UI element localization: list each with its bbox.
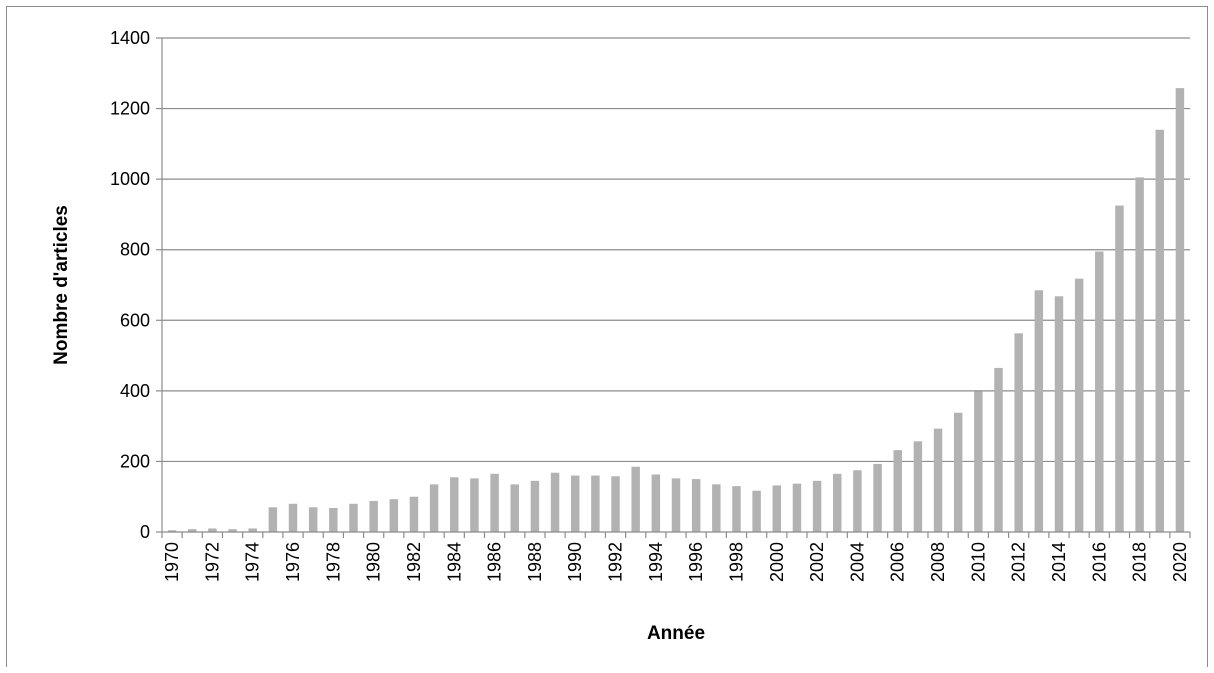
bar-1970 (167, 530, 177, 532)
y-tick-label: 200 (120, 451, 150, 471)
x-tick-label: 2006 (888, 542, 908, 582)
bar-2019 (1155, 129, 1164, 532)
bar-1986 (490, 473, 499, 532)
bar-1979 (349, 503, 358, 532)
bar-1985 (470, 478, 479, 532)
bar-1983 (429, 484, 439, 532)
y-tick-label: 600 (120, 310, 150, 330)
bar-1978 (329, 508, 338, 532)
bar-2000 (772, 485, 782, 532)
x-tick-label: 1980 (364, 542, 384, 582)
bar-2017 (1115, 205, 1124, 532)
bar-1988 (530, 480, 540, 532)
bar-1990 (570, 475, 580, 532)
x-tick-label: 2004 (847, 542, 867, 582)
x-axis-title: Année (647, 623, 705, 644)
x-tick-label: 1988 (525, 542, 545, 582)
bar-1975 (268, 507, 278, 532)
bar-1995 (671, 478, 681, 532)
bar-2018 (1135, 177, 1144, 532)
y-tick-label: 1400 (110, 28, 150, 48)
y-tick-labels: 0 200 400 600 800 1000 1200 1400 (110, 28, 150, 542)
x-tick-label: 1998 (726, 542, 746, 582)
x-tick-label: 1984 (444, 542, 464, 582)
x-tick-label: 1974 (243, 542, 263, 582)
bar-1993 (631, 466, 640, 532)
chart-frame: 0 200 400 600 800 1000 1200 1400 1970 1972 1974 19… (6, 6, 1208, 667)
bar-2005 (873, 463, 882, 532)
y-tick-label: 0 (140, 522, 150, 542)
x-tick-label: 1994 (646, 542, 666, 582)
bar-1984 (450, 477, 459, 532)
bar-1982 (409, 496, 419, 532)
bar-1994 (651, 474, 661, 532)
x-tick-label: 2014 (1049, 542, 1069, 582)
x-tick-label: 2008 (928, 542, 948, 582)
bar-1981 (389, 499, 399, 532)
x-tick-label: 1992 (606, 542, 626, 582)
bars (167, 88, 1185, 532)
bar-2020 (1175, 88, 1185, 532)
bar-1976 (288, 503, 298, 532)
bar-2010 (974, 391, 983, 532)
y-tick-label: 800 (120, 240, 150, 260)
bar-2001 (792, 483, 802, 532)
bar-1996 (691, 479, 701, 532)
bar-2009 (953, 412, 963, 532)
x-tick-labels: 1970 1972 1974 1976 1978 1980 1982 1984 1986 1988… (162, 542, 1190, 582)
bar-2006 (893, 450, 902, 532)
x-tick-label: 2020 (1170, 542, 1190, 582)
x-tick-label: 1976 (283, 542, 303, 582)
bar-1972 (208, 528, 217, 532)
bar-1987 (510, 484, 519, 532)
bar-1998 (732, 486, 741, 532)
bar-2011 (994, 367, 1003, 532)
x-tick-label: 2002 (807, 542, 827, 582)
bar-1973 (228, 529, 237, 532)
bar-1999 (752, 490, 761, 532)
bar-1977 (308, 507, 318, 532)
x-tick-label: 1972 (202, 542, 222, 582)
bar-1997 (712, 484, 721, 532)
x-tick-label: 1990 (565, 542, 585, 582)
bar-1989 (550, 472, 560, 532)
bar-2016 (1095, 251, 1104, 532)
bar-2004 (853, 470, 862, 532)
bar-1974 (248, 528, 257, 532)
bar-2014 (1054, 296, 1064, 532)
bar-2012 (1014, 333, 1023, 532)
x-tick-label: 2018 (1130, 542, 1150, 582)
y-tick-label: 400 (120, 381, 150, 401)
bar-1971 (188, 529, 197, 532)
x-tick-label: 2016 (1089, 542, 1109, 582)
bar-1992 (611, 476, 620, 532)
bar-1991 (591, 475, 600, 532)
y-tick-label: 1000 (110, 169, 150, 189)
x-tick-label: 1978 (323, 542, 343, 582)
y-axis-title: Nombre d'articles (51, 205, 72, 365)
gridlines (156, 37, 1190, 533)
bar-2008 (933, 428, 943, 532)
bar-2002 (812, 480, 822, 532)
x-tick-label: 1970 (162, 542, 182, 582)
bar-1980 (369, 500, 378, 532)
x-tick-label: 1986 (485, 542, 505, 582)
bar-2013 (1034, 290, 1044, 532)
x-tick-label: 1996 (686, 542, 706, 582)
axes (161, 38, 1191, 538)
x-tick-label: 1982 (404, 542, 424, 582)
bar-2003 (833, 473, 842, 532)
x-tick-label: 2010 (968, 542, 988, 582)
bar-2015 (1074, 278, 1084, 532)
y-tick-label: 1200 (110, 99, 150, 119)
x-tick-label: 2012 (1009, 542, 1029, 582)
bar-2007 (913, 441, 923, 532)
x-tick-label: 2000 (767, 542, 787, 582)
